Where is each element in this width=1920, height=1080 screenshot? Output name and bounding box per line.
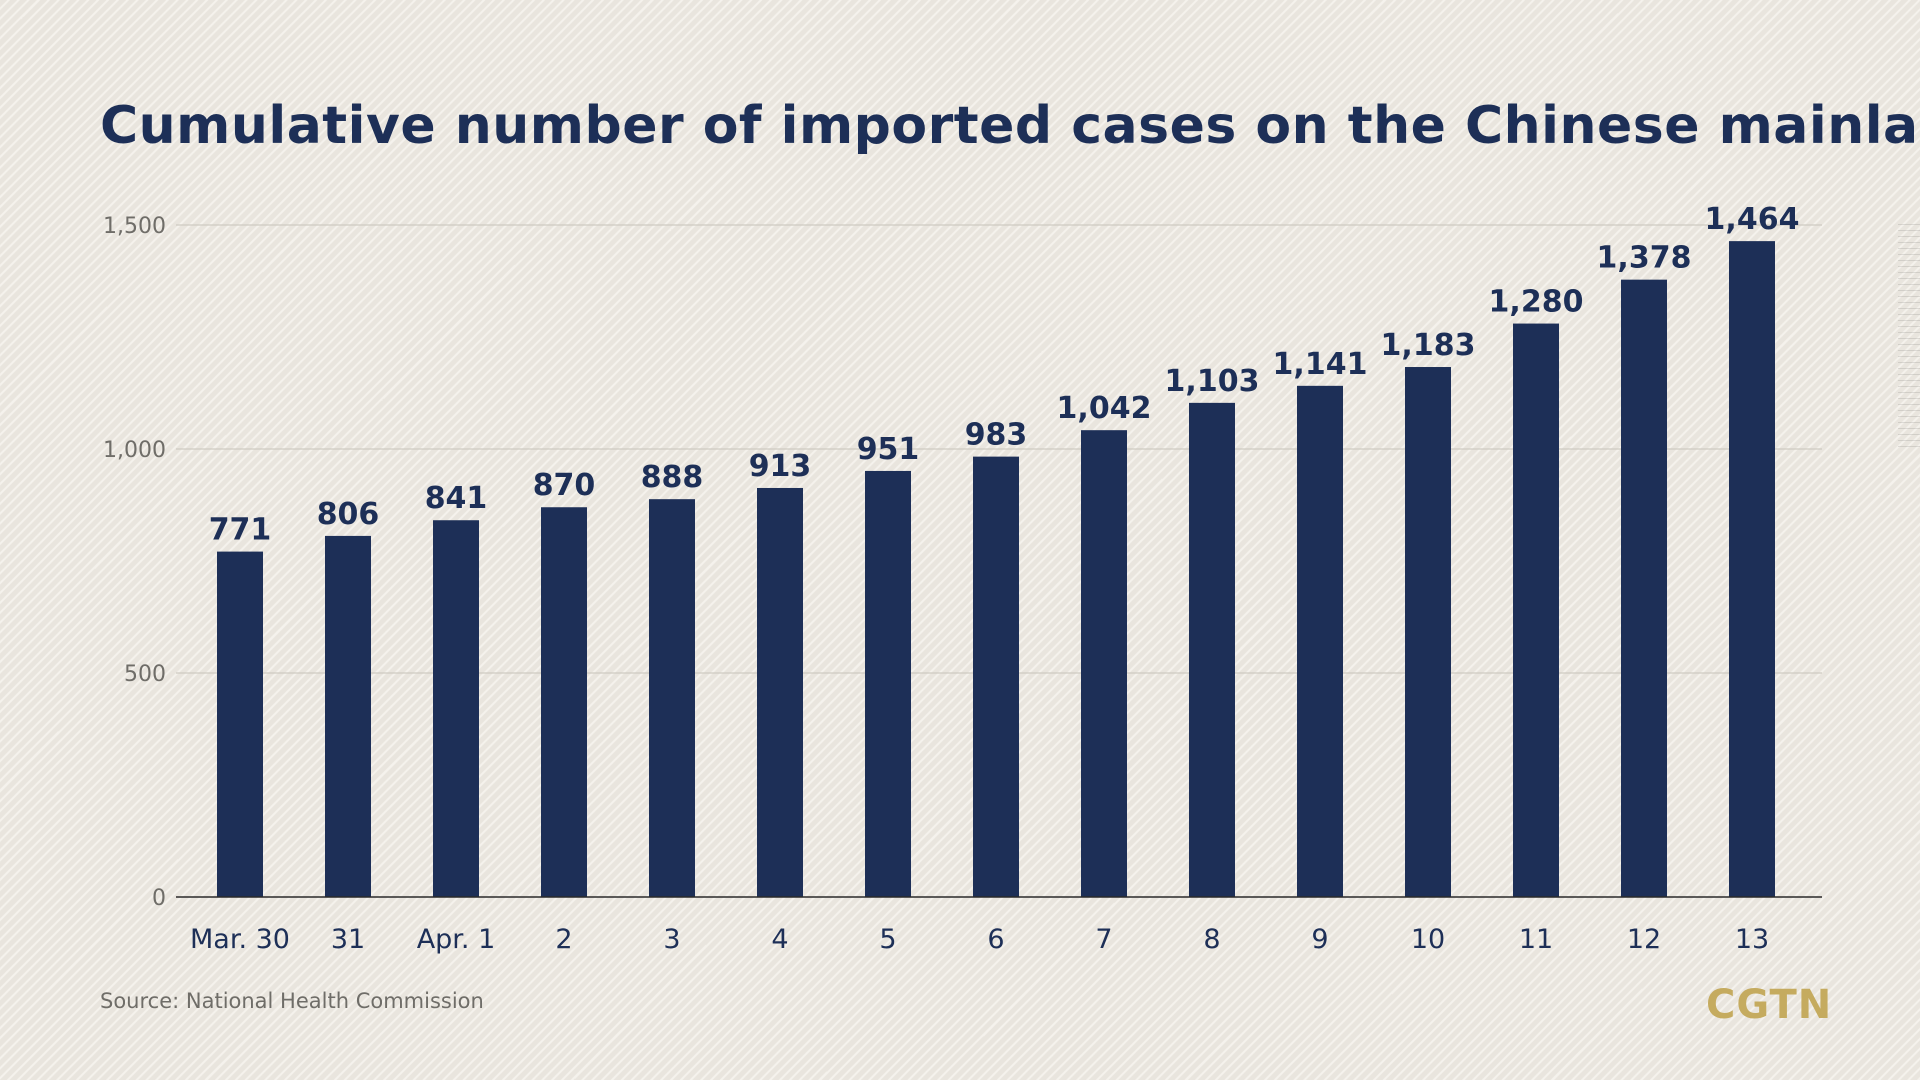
x-tick-label: 2 xyxy=(555,924,572,955)
edge-decoration xyxy=(1898,222,1920,447)
bar-value-label: 1,464 xyxy=(1705,202,1800,237)
bar-value-label: 913 xyxy=(749,449,812,484)
bar xyxy=(1405,367,1451,897)
bar-value-label: 1,378 xyxy=(1597,241,1692,276)
x-tick-label: 8 xyxy=(1203,924,1220,955)
x-tick-label: Apr. 1 xyxy=(417,924,496,955)
bar-value-label: 771 xyxy=(209,513,272,548)
bar xyxy=(865,470,911,897)
x-tick-label: 3 xyxy=(663,924,680,955)
y-tick-label: 500 xyxy=(124,662,166,687)
bar xyxy=(325,535,371,897)
bar xyxy=(1729,241,1775,898)
bar xyxy=(1297,385,1343,897)
bar xyxy=(541,507,587,897)
bar-value-label: 841 xyxy=(425,481,488,516)
y-tick-label: 0 xyxy=(152,886,166,911)
chart-title: Cumulative number of imported cases on t… xyxy=(100,96,1920,156)
bar xyxy=(217,551,263,897)
y-tick-label: 1,500 xyxy=(103,214,166,239)
x-tick-label: 10 xyxy=(1411,924,1445,955)
x-tick-label: 9 xyxy=(1311,924,1328,955)
x-tick-label: 13 xyxy=(1735,924,1769,955)
bar-value-label: 983 xyxy=(965,418,1028,453)
bar-value-label: 888 xyxy=(641,460,704,495)
bar-value-label: 1,103 xyxy=(1165,364,1260,399)
bar xyxy=(1513,323,1559,897)
bar-value-label: 870 xyxy=(533,468,596,503)
source-note: Source: National Health Commission xyxy=(100,989,484,1013)
x-tick-label: 4 xyxy=(771,924,788,955)
x-tick-label: 7 xyxy=(1095,924,1112,955)
x-tick-label: 31 xyxy=(331,924,365,955)
bar xyxy=(1189,402,1235,897)
bar xyxy=(973,456,1019,897)
x-tick-label: 12 xyxy=(1627,924,1661,955)
bar xyxy=(433,520,479,897)
bar xyxy=(757,487,803,897)
x-tick-label: 6 xyxy=(987,924,1004,955)
cgtn-logo: CGTN xyxy=(1706,982,1833,1028)
bar xyxy=(649,499,695,897)
x-tick-label: 11 xyxy=(1519,924,1553,955)
bar-value-label: 951 xyxy=(857,432,920,467)
y-tick-label: 1,000 xyxy=(103,438,166,463)
bar xyxy=(1621,279,1667,897)
bar-value-label: 1,141 xyxy=(1273,347,1368,382)
bar xyxy=(1081,430,1127,897)
bar-value-label: 1,042 xyxy=(1057,391,1152,426)
bar-value-label: 806 xyxy=(317,497,380,532)
bar-value-label: 1,183 xyxy=(1381,328,1476,363)
bar-value-label: 1,280 xyxy=(1489,285,1584,320)
x-tick-label: 5 xyxy=(879,924,896,955)
x-tick-label: Mar. 30 xyxy=(190,924,290,955)
